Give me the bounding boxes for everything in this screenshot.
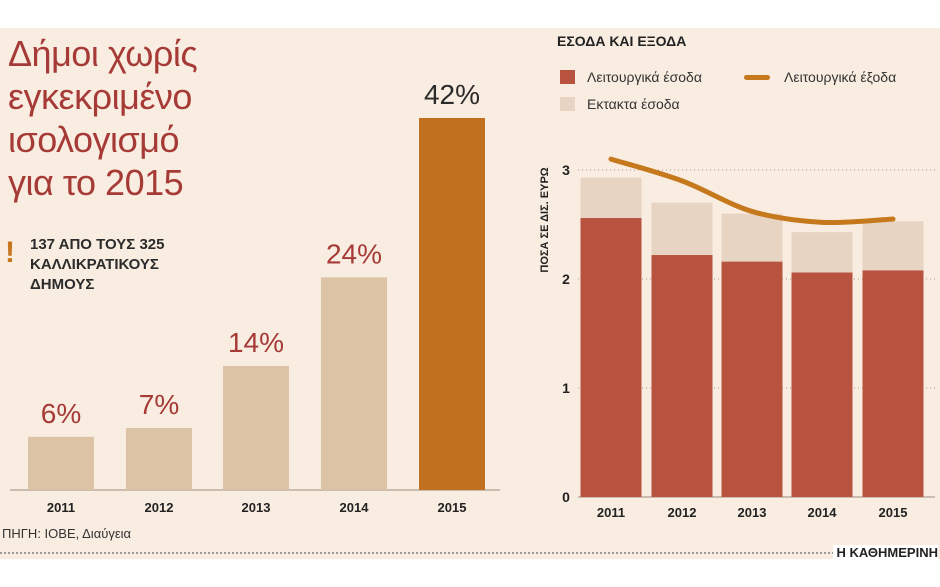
left-title-line-4: για το 2015 <box>8 162 184 203</box>
left-title-line-1: Δήμοι χωρίς <box>8 33 198 74</box>
right-xtick-2015: 2015 <box>879 505 908 520</box>
right-bar-operating-revenue-2011 <box>580 217 642 497</box>
left-value-label-2011: 6% <box>41 398 81 429</box>
right-xtick-2011: 2011 <box>597 505 625 520</box>
left-xtick-2013: 2013 <box>242 500 271 515</box>
right-bar-extraordinary-revenue-2012 <box>651 202 713 256</box>
legend-extraordinary-revenue: Εκτακτα έσοδα <box>560 96 680 112</box>
right-bar-extraordinary-revenue-2013 <box>721 213 783 262</box>
legend-swatch-extraordinary-revenue <box>560 97 575 111</box>
legend-swatch-operating-expenses <box>744 74 770 80</box>
left-bar-2012 <box>126 428 192 490</box>
left-xtick-2015: 2015 <box>438 500 467 515</box>
right-y-axis-label: ΠΟΣΑ ΣΕ ΔΙΣ. ΕΥΡΩ <box>539 167 551 272</box>
exclamation-icon: ! <box>5 236 15 269</box>
left-xtick-2014: 2014 <box>340 500 370 515</box>
right-xtick-2012: 2012 <box>668 505 697 520</box>
right-xtick-2014: 2014 <box>808 505 838 520</box>
left-value-label-2013: 14% <box>228 327 284 358</box>
right-bar-extraordinary-revenue-2015 <box>862 221 924 271</box>
left-bar-2013 <box>223 366 289 490</box>
left-bar-2014 <box>321 277 387 490</box>
legend-operating-revenue: Λειτουργικά έσοδα <box>560 69 702 85</box>
left-value-label-2014: 24% <box>326 238 382 269</box>
right-bar-extraordinary-revenue-2014 <box>791 232 853 273</box>
legend-swatch-operating-revenue <box>560 70 575 84</box>
legend-label-operating-expenses: Λειτουργικά έξοδα <box>784 69 897 85</box>
left-value-label-2012: 7% <box>139 389 179 420</box>
left-note: 137 ΑΠΟ ΤΟΥΣ 325 ΚΑΛΛΙΚΡΑΤΙΚΟΥΣ ΔΗΜΟΥΣ <box>30 235 164 295</box>
brand-logo: Η ΚΑΘΗΜΕΡΙΝΗ <box>832 545 938 560</box>
right-bar-extraordinary-revenue-2011 <box>580 177 642 218</box>
left-value-label-2015: 42% <box>424 79 480 110</box>
left-bar-2011 <box>28 436 94 490</box>
right-ytick-1: 1 <box>562 380 570 396</box>
legend-label-operating-revenue: Λειτουργικά έσοδα <box>587 69 702 85</box>
left-note-line-2: ΚΑΛΛΙΚΡΑΤΙΚΟΥΣ <box>30 256 159 273</box>
left-xtick-2011: 2011 <box>47 500 75 515</box>
right-ytick-3: 3 <box>562 162 570 178</box>
right-stacked-chart: 0 1 2 3 ΠΟΣΑ ΣΕ ΔΙΣ. ΕΥΡΩ 2011 2012 2013 2014 201… <box>539 156 935 520</box>
right-chart-title: ΕΣΟΔΑ ΚΑΙ ΕΞΟΔΑ <box>557 33 687 49</box>
left-title-line-2: εγκεκριμένο <box>8 76 192 117</box>
left-title-line-3: ισολογισμό <box>8 119 180 160</box>
left-note-line-1: 137 ΑΠΟ ΤΟΥΣ 325 <box>30 236 165 253</box>
right-bar-operating-revenue-2015 <box>862 270 924 497</box>
left-bar-2015 <box>419 118 485 490</box>
source-note: ΠΗΓΗ: ΙΟΒΕ, Διαύγεια <box>2 526 132 541</box>
legend-label-extraordinary-revenue: Εκτακτα έσοδα <box>587 96 680 112</box>
footer-rule <box>0 552 850 554</box>
legend-operating-expenses: Λειτουργικά έξοδα <box>744 69 896 85</box>
left-bar-chart: 6% 2011 7% 2012 14% 2013 24% 2014 42% 2015 <box>10 79 500 515</box>
right-ytick-0: 0 <box>562 489 570 505</box>
right-xtick-2013: 2013 <box>738 505 767 520</box>
right-bar-operating-revenue-2013 <box>721 261 783 497</box>
left-xtick-2012: 2012 <box>145 500 174 515</box>
right-bar-operating-revenue-2014 <box>791 272 853 497</box>
left-note-line-3: ΔΗΜΟΥΣ <box>30 276 95 293</box>
right-ytick-2: 2 <box>562 271 570 287</box>
right-bar-operating-revenue-2012 <box>651 255 713 497</box>
